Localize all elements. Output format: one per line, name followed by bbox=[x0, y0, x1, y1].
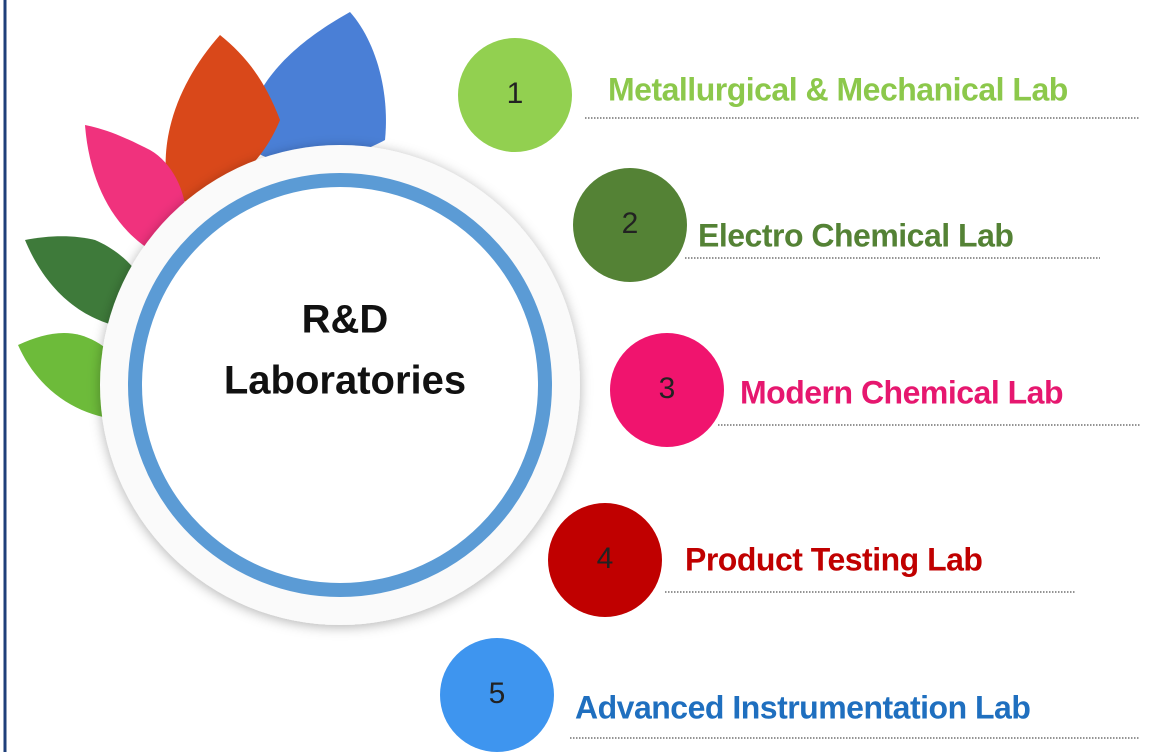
infographic: R&D Laboratories 1 Metallurgical & Mechan… bbox=[0, 0, 1152, 752]
lab-number: 2 bbox=[622, 207, 639, 240]
lab-label: Advanced Instrumentation Lab bbox=[575, 689, 1030, 725]
lab-label: Electro Chemical Lab bbox=[698, 217, 1013, 253]
lab-number: 3 bbox=[659, 372, 676, 405]
lab-label: Modern Chemical Lab bbox=[740, 374, 1063, 410]
lab-number: 1 bbox=[507, 77, 524, 110]
center-title: Laboratories bbox=[224, 359, 466, 403]
lab-number: 5 bbox=[489, 677, 506, 710]
center-title: R&D bbox=[302, 298, 389, 342]
lab-label: Metallurgical & Mechanical Lab bbox=[608, 71, 1068, 107]
lab-label: Product Testing Lab bbox=[685, 541, 982, 577]
lab-number: 4 bbox=[597, 542, 614, 575]
